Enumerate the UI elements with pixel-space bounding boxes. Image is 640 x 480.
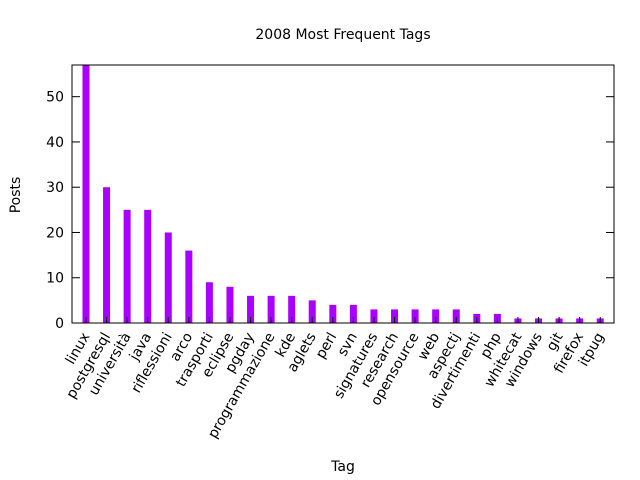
bar-perl [329, 304, 337, 323]
bar-java [144, 209, 152, 323]
bar-programmazione [267, 295, 275, 323]
y-tick-label: 30 [46, 180, 64, 196]
bar-kde [288, 295, 296, 323]
y-tick-label: 40 [46, 135, 64, 151]
bar-eclipse [226, 286, 234, 323]
x-tick-label: perl [313, 330, 340, 362]
bar-arco [185, 250, 193, 323]
y-axis-ticks: 0 10 20 30 40 50 [46, 90, 614, 332]
x-axis-ticks: linuxpostgresqluniversitàjavariflessioni… [63, 317, 608, 441]
bar-opensource [411, 309, 419, 323]
bar-research [391, 309, 399, 323]
chart-title: 2008 Most Frequent Tags [255, 27, 430, 43]
plot-frame [71, 64, 615, 324]
bar-postgresql [103, 187, 111, 323]
bar-trasporti [205, 282, 213, 323]
bar-riflessioni [164, 232, 172, 323]
bar-signatures [370, 309, 378, 323]
bar-web [432, 309, 440, 323]
bar-pgday [247, 295, 255, 323]
y-tick-label: 50 [46, 90, 64, 106]
y-tick-label: 20 [46, 225, 64, 241]
bar-series [82, 65, 604, 323]
bar-linux [82, 65, 90, 323]
y-tick-label: 10 [46, 271, 64, 287]
bar-università [123, 209, 131, 323]
y-axis-label: Posts [8, 177, 24, 214]
bar-aglets [308, 300, 316, 323]
bar-aspectj [452, 309, 460, 323]
x-axis-label: Tag [330, 459, 355, 475]
bar-svn [349, 304, 357, 323]
y-tick-label: 0 [55, 316, 64, 332]
